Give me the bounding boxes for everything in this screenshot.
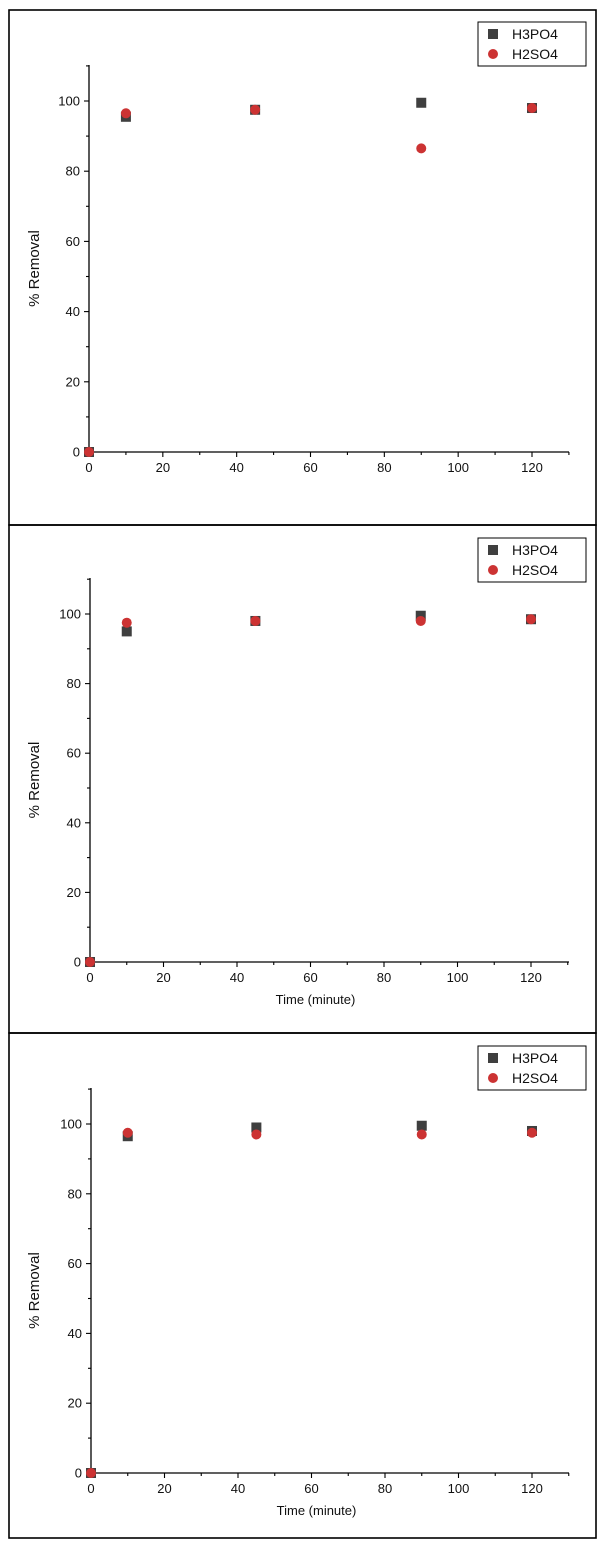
legend-label: H3PO4 <box>512 26 558 42</box>
x-tick-label: 40 <box>231 1481 245 1496</box>
legend-marker-h2so4 <box>488 565 498 575</box>
y-axis-title: % Removal <box>26 742 43 819</box>
data-point-h3po4 <box>415 610 426 621</box>
y-axis-title: % Removal <box>26 1252 43 1329</box>
data-point-h2so4 <box>526 614 536 625</box>
y-tick-label: 0 <box>73 445 80 460</box>
x-tick-label: 0 <box>86 970 93 985</box>
data-point-h2so4 <box>121 617 132 628</box>
data-point-h3po4 <box>251 1122 262 1133</box>
x-tick-label: 100 <box>447 460 469 475</box>
data-point-h2so4 <box>251 1129 262 1140</box>
data-point-h2so4 <box>415 615 426 626</box>
legend-marker-h2so4 <box>488 49 498 59</box>
data-point-h3po4 <box>416 1120 427 1131</box>
legend: H3PO4 H2SO4 <box>477 1045 587 1091</box>
legend-label: H2SO4 <box>512 1070 558 1086</box>
chart-panel-2: 0 20 40 60 80 100 0 20 40 60 80 100 120 % Removal Time… <box>8 524 597 1034</box>
data-point-h2so4 <box>527 103 537 114</box>
legend-label: H2SO4 <box>512 46 558 62</box>
x-axis-title: Time (minute) <box>276 992 356 1007</box>
x-tick-label: 80 <box>377 460 391 475</box>
x-tick-label: 100 <box>447 970 469 985</box>
x-tick-label: 20 <box>157 1481 171 1496</box>
y-tick-label: 20 <box>67 885 81 900</box>
y-tick-label: 100 <box>60 1117 82 1132</box>
y-tick-label: 60 <box>68 1256 82 1271</box>
legend-label: H3PO4 <box>512 1050 558 1066</box>
y-axis-title: % Removal <box>26 230 43 307</box>
x-tick-label: 20 <box>156 460 170 475</box>
y-tick-label: 40 <box>68 1326 82 1341</box>
data-point-h2so4 <box>85 957 95 967</box>
legend: H3PO4 H2SO4 <box>477 21 587 67</box>
x-tick-label: 40 <box>230 970 244 985</box>
x-tick-label: 80 <box>377 970 391 985</box>
y-tick-label: 80 <box>66 164 80 179</box>
data-point-h2so4 <box>527 1127 537 1138</box>
chart-panel-3: 0 20 40 60 80 100 0 20 40 60 80 100 120 % Removal Time… <box>8 1032 597 1539</box>
data-point-h2so4 <box>250 104 261 115</box>
x-tick-label: 0 <box>87 1481 94 1496</box>
x-tick-label: 60 <box>304 1481 318 1496</box>
legend: H3PO4 H2SO4 <box>477 537 587 583</box>
x-tick-label: 60 <box>303 460 317 475</box>
data-point-h3po4 <box>416 97 427 108</box>
legend-label: H3PO4 <box>512 542 558 558</box>
panel-frame <box>8 524 597 1034</box>
data-point-h2so4 <box>120 108 131 119</box>
y-tick-label: 40 <box>66 304 80 319</box>
y-tick-label: 100 <box>58 94 80 109</box>
x-tick-label: 0 <box>85 460 92 475</box>
data-point-h2so4 <box>416 1129 427 1140</box>
x-tick-label: 20 <box>156 970 170 985</box>
legend-marker-h3po4 <box>488 29 498 39</box>
y-tick-label: 60 <box>66 234 80 249</box>
data-point-h2so4 <box>250 615 261 626</box>
x-tick-label: 120 <box>521 1481 543 1496</box>
y-tick-label: 40 <box>67 815 81 830</box>
data-point-h3po4 <box>121 626 132 637</box>
data-point-h2so4 <box>84 447 94 457</box>
data-point-h2so4 <box>86 1468 96 1478</box>
chart-panel-1: 0 20 40 60 80 100 0 20 40 60 80 100 120 % Removal H3PO… <box>8 9 597 526</box>
y-tick-label: 20 <box>68 1396 82 1411</box>
y-tick-label: 20 <box>66 374 80 389</box>
y-tick-label: 0 <box>74 955 81 970</box>
x-tick-label: 40 <box>229 460 243 475</box>
legend-marker-h2so4 <box>488 1073 498 1083</box>
legend-marker-h3po4 <box>488 1053 498 1063</box>
y-tick-label: 80 <box>68 1186 82 1201</box>
x-tick-label: 60 <box>303 970 317 985</box>
x-tick-label: 80 <box>378 1481 392 1496</box>
y-tick-label: 60 <box>67 746 81 761</box>
y-tick-label: 100 <box>59 607 81 622</box>
y-tick-label: 0 <box>75 1466 82 1481</box>
y-tick-label: 80 <box>67 676 81 691</box>
data-point-h2so4 <box>416 143 427 154</box>
data-point-h2so4 <box>122 1127 133 1138</box>
legend-label: H2SO4 <box>512 562 558 578</box>
legend-marker-h3po4 <box>488 545 498 555</box>
panel-frame <box>8 9 597 526</box>
panel-frame <box>8 1032 597 1539</box>
x-tick-label: 120 <box>521 460 543 475</box>
x-axis-title: Time (minute) <box>277 1503 357 1518</box>
x-tick-label: 100 <box>448 1481 470 1496</box>
x-tick-label: 120 <box>520 970 542 985</box>
